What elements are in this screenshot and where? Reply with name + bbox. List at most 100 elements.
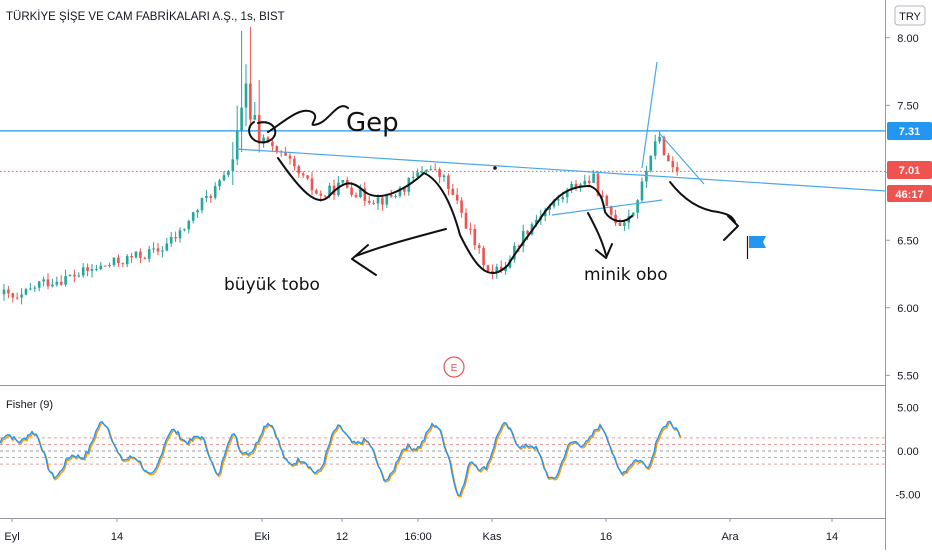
candle (235, 105, 239, 166)
candle (293, 155, 296, 171)
candle (442, 173, 446, 182)
candle (310, 172, 314, 196)
fisher-indicator-label: Fisher (9) (6, 399, 53, 411)
candle (513, 242, 516, 263)
arrow-small-shaft[interactable] (587, 212, 607, 256)
candle (614, 209, 617, 226)
badge-hline-text: 7.31 (899, 126, 920, 138)
trendline-steep[interactable] (641, 61, 658, 169)
trendlines[interactable] (235, 61, 887, 216)
candle (649, 155, 653, 173)
candle (165, 237, 169, 252)
earnings-marker-circle (443, 356, 465, 378)
candle (653, 134, 657, 160)
candle (77, 272, 81, 278)
candle (161, 246, 164, 258)
candle (134, 251, 138, 259)
candle (570, 181, 573, 193)
candle (37, 281, 41, 292)
candle (2, 284, 6, 301)
badge-hline-bg (887, 122, 932, 140)
candle (81, 263, 85, 278)
candle (469, 222, 472, 235)
badge-hline: 7.31 (887, 122, 932, 140)
candle (420, 165, 424, 174)
arrow-big-shaft[interactable] (355, 228, 447, 257)
time-tick-label: 14 (111, 531, 123, 543)
candle (253, 102, 257, 121)
handwriting[interactable] (248, 105, 739, 276)
candle (271, 139, 274, 152)
time-axis[interactable]: Eyl 14 Eki 12 16:00 Kas 16 Ara 14 (4, 518, 838, 543)
candle (121, 262, 125, 268)
candle (477, 242, 481, 254)
candle (403, 187, 406, 196)
candle (68, 274, 72, 277)
candle (42, 276, 45, 287)
candle (178, 227, 182, 243)
candle (24, 287, 28, 296)
candle (205, 189, 208, 203)
candle (482, 245, 485, 272)
time-tick-label: 14 (826, 531, 838, 543)
dot-marker (493, 166, 497, 170)
candle (275, 145, 279, 154)
currency-label: TRY (899, 11, 921, 23)
candle (574, 179, 578, 192)
trendline-rising[interactable] (551, 199, 663, 216)
candle (73, 269, 76, 283)
candle (196, 208, 199, 218)
candle (218, 178, 221, 191)
candle (460, 197, 463, 218)
candle (99, 261, 103, 271)
candle (363, 182, 367, 207)
candle (675, 161, 679, 176)
fisher-tick-label: 0.00 (897, 446, 918, 458)
currency-button[interactable] (894, 5, 926, 26)
badge-countdown-bg (887, 185, 932, 202)
candle (636, 199, 639, 219)
annotation-small-cup: minik obo (584, 265, 668, 285)
gap-scribble[interactable] (267, 105, 349, 133)
candle (90, 263, 94, 278)
candle (46, 273, 50, 290)
candle (222, 170, 226, 182)
candle (187, 219, 191, 234)
candle (209, 194, 213, 203)
candle (315, 188, 318, 195)
trendline-descending[interactable] (235, 148, 887, 192)
candle (55, 276, 59, 287)
projection-arrowhead[interactable] (723, 215, 739, 241)
arrow-small-head[interactable] (595, 243, 613, 259)
fisher-axis[interactable]: 5.00 0.00 -5.00 (895, 402, 920, 501)
projection-curve[interactable] (669, 181, 736, 223)
candle (284, 146, 287, 157)
candle (231, 142, 235, 186)
candle (381, 195, 384, 211)
fisher-levels (0, 437, 886, 465)
candle (491, 264, 494, 280)
candle (33, 285, 37, 292)
badge-countdown: 46:17 (887, 185, 932, 202)
candle (425, 169, 428, 174)
candle (249, 26, 252, 128)
gap-circle[interactable] (248, 121, 277, 144)
flag-icon[interactable] (746, 236, 767, 259)
candle (117, 254, 120, 268)
trendline-wedge-top[interactable] (659, 133, 705, 185)
candle (86, 263, 89, 277)
candle (367, 196, 371, 205)
candle (341, 179, 345, 185)
candle (447, 173, 450, 196)
fisher-tick-label: 5.00 (897, 402, 918, 414)
arrow-big-head[interactable] (351, 244, 377, 276)
cup-curve[interactable] (277, 157, 633, 275)
earnings-marker[interactable]: E (443, 356, 465, 378)
candle (183, 228, 186, 232)
price-tick-label: 6.00 (897, 303, 918, 315)
candle (59, 275, 63, 286)
candle (667, 152, 670, 162)
time-tick-label: Ara (721, 531, 739, 543)
